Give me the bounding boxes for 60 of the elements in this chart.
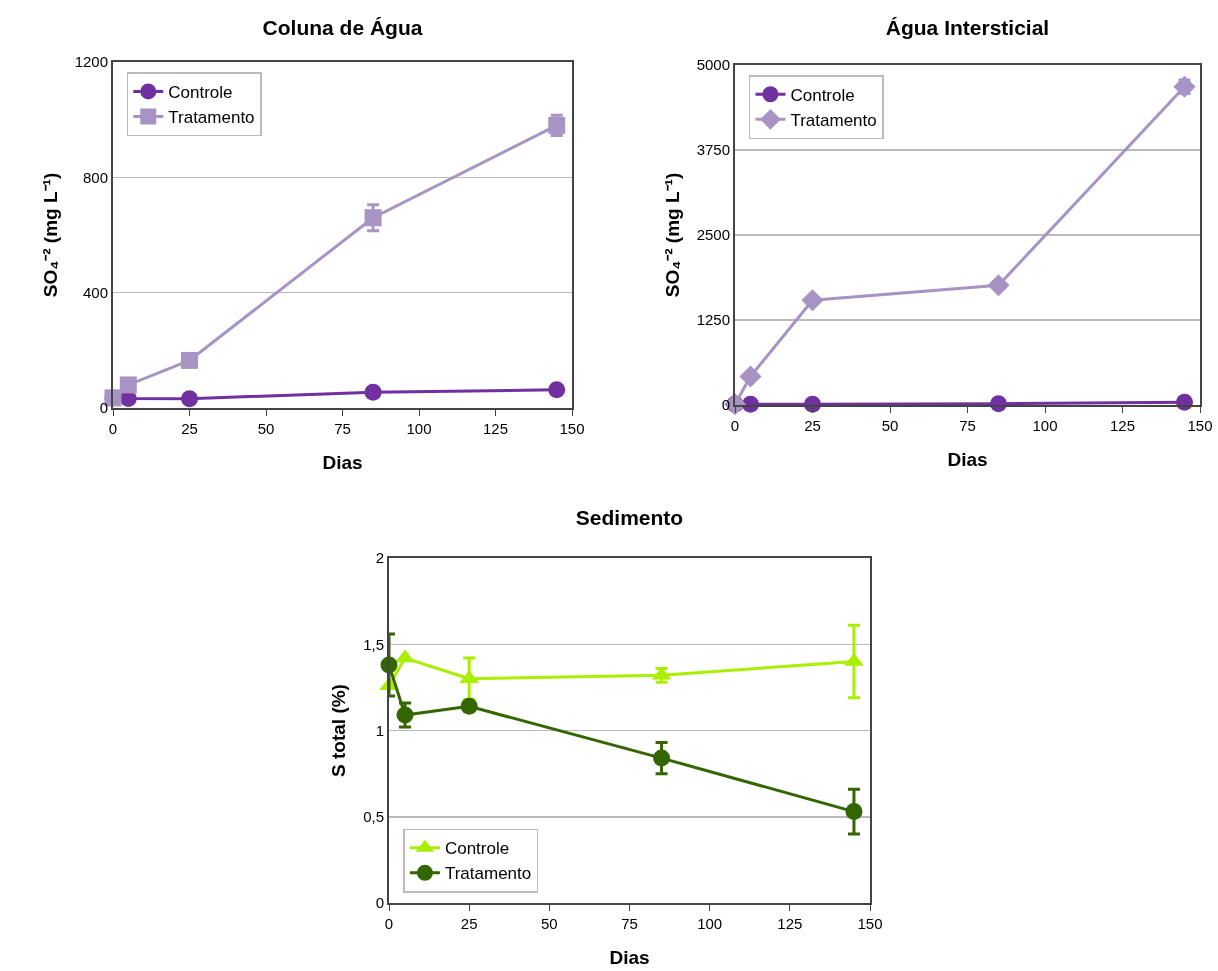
point xyxy=(119,376,137,394)
point xyxy=(396,706,414,724)
point xyxy=(395,649,415,663)
x-tick-label: 100 xyxy=(697,915,723,932)
point xyxy=(364,383,382,401)
point xyxy=(739,365,762,388)
y-tick-label: 1200 xyxy=(74,53,108,71)
legend-label: Tratamento xyxy=(444,864,532,884)
point xyxy=(653,749,671,767)
x-axis-title: Dias xyxy=(609,947,650,969)
y-tick-label: 5000 xyxy=(696,56,730,74)
x-axis-title: Dias xyxy=(947,449,988,471)
x-tick-label: 125 xyxy=(482,420,509,437)
x-tick-label: 150 xyxy=(857,915,883,932)
y-axis-title: SO₄⁻² (mg L⁻¹) xyxy=(39,172,61,298)
y-tick-label: 1 xyxy=(375,721,384,739)
point xyxy=(801,289,824,312)
x-tick-label: 50 xyxy=(540,915,558,932)
x-tick-label: 125 xyxy=(777,915,803,932)
legend-label: Controle xyxy=(790,85,855,105)
x-tick-label: 100 xyxy=(406,420,432,437)
x-tick-label: 25 xyxy=(804,417,821,434)
y-tick-label: 1,5 xyxy=(363,635,384,653)
x-tick-label: 50 xyxy=(257,420,275,437)
point xyxy=(364,209,382,227)
x-axis-title: Dias xyxy=(322,452,363,474)
y-tick-label: 400 xyxy=(82,283,108,301)
point xyxy=(845,803,863,821)
y-tick-label: 0 xyxy=(99,399,108,417)
x-tick-label: 150 xyxy=(1187,417,1213,434)
chart-title: Sedimento xyxy=(575,505,684,529)
x-tick-label: 25 xyxy=(460,915,478,932)
x-tick-label: 75 xyxy=(621,915,638,932)
legend-label: Controle xyxy=(444,839,510,859)
x-tick-label: 75 xyxy=(959,417,976,434)
y-tick-label: 0 xyxy=(375,894,384,912)
x-tick-label: 50 xyxy=(881,417,899,434)
point xyxy=(460,697,478,715)
point xyxy=(181,390,198,408)
y-axis-title: SO₄⁻² (mg L⁻¹) xyxy=(661,172,683,298)
y-axis-title: S total (%) xyxy=(328,684,350,777)
legend-label: Tratamento xyxy=(790,110,877,130)
x-tick-label: 100 xyxy=(1032,417,1058,434)
y-tick-label: 1250 xyxy=(696,311,730,329)
y-tick-label: 2 xyxy=(375,549,384,567)
chart-title: Coluna de Água xyxy=(262,15,423,39)
y-tick-label: 800 xyxy=(82,168,108,186)
x-tick-label: 150 xyxy=(559,420,585,437)
y-tick-label: 2500 xyxy=(696,226,730,244)
y-tick-label: 3750 xyxy=(696,141,730,159)
legend-label: Controle xyxy=(168,83,233,103)
x-tick-label: 75 xyxy=(334,420,351,437)
point xyxy=(548,381,566,399)
x-tick-label: 25 xyxy=(181,420,198,437)
chart-title: Água Intersticial xyxy=(885,15,1050,39)
y-tick-label: 0,5 xyxy=(363,808,384,825)
x-tick-label: 125 xyxy=(1109,417,1136,434)
point xyxy=(987,274,1010,297)
point xyxy=(181,351,198,369)
legend-label: Tratamento xyxy=(168,108,255,128)
